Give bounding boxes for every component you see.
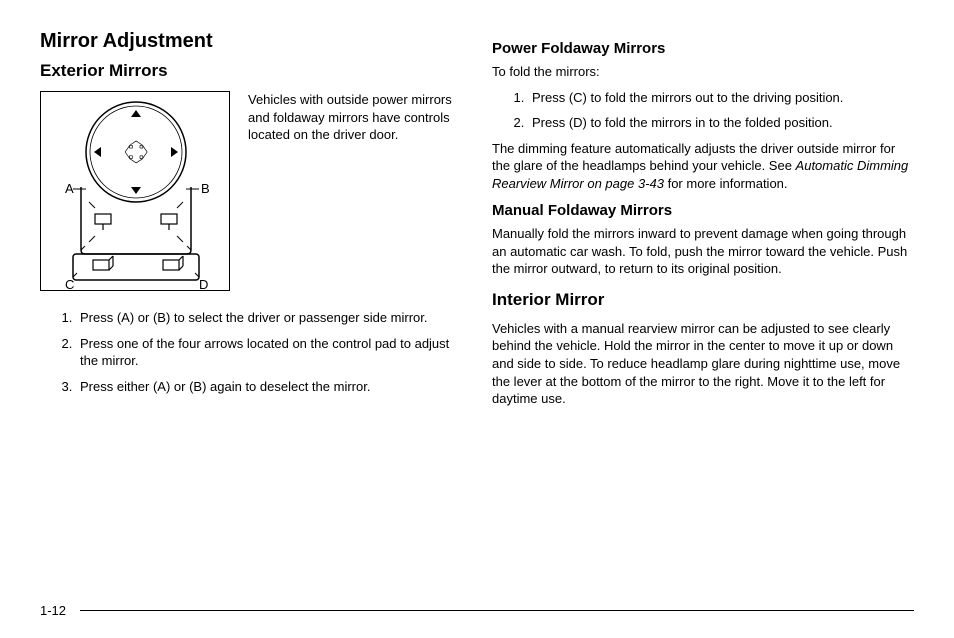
- figure-caption: Vehicles with outside power mirrors and …: [248, 91, 462, 283]
- power-intro: To fold the mirrors:: [492, 63, 914, 81]
- heading-exterior-mirrors: Exterior Mirrors: [40, 61, 462, 81]
- list-item: Press (C) to fold the mirrors out to the…: [528, 89, 914, 107]
- power-steps-list: Press (C) to fold the mirrors out to the…: [492, 89, 914, 132]
- heading-power-foldaway: Power Foldaway Mirrors: [492, 40, 914, 57]
- manual-paragraph: Manually fold the mirrors inward to prev…: [492, 225, 914, 278]
- mirror-control-diagram: A B C D: [40, 91, 230, 291]
- heading-mirror-adjustment: Mirror Adjustment: [40, 30, 462, 53]
- dimming-paragraph: The dimming feature automatically adjust…: [492, 140, 914, 193]
- label-b: B: [201, 181, 210, 196]
- list-item: Press (D) to fold the mirrors in to the …: [528, 114, 914, 132]
- list-item: Press (A) or (B) to select the driver or…: [76, 309, 462, 327]
- label-c: C: [65, 277, 74, 292]
- right-column: Power Foldaway Mirrors To fold the mirro…: [492, 30, 914, 595]
- left-column: Mirror Adjustment Exterior Mirrors: [40, 30, 462, 595]
- label-d: D: [199, 277, 208, 292]
- footer-rule: [80, 610, 914, 612]
- interior-paragraph: Vehicles with a manual rearview mirror c…: [492, 320, 914, 408]
- page-footer: 1-12: [40, 595, 914, 618]
- heading-manual-foldaway: Manual Foldaway Mirrors: [492, 202, 914, 219]
- exterior-steps-list: Press (A) or (B) to select the driver or…: [40, 309, 462, 395]
- page-number: 1-12: [40, 603, 66, 618]
- heading-interior-mirror: Interior Mirror: [492, 290, 914, 310]
- label-a: A: [65, 181, 74, 196]
- figure-row: A B C D Vehicles with outside power mirr…: [40, 91, 462, 291]
- dimming-text-2: for more information.: [664, 176, 788, 191]
- list-item: Press either (A) or (B) again to deselec…: [76, 378, 462, 396]
- list-item: Press one of the four arrows located on …: [76, 335, 462, 370]
